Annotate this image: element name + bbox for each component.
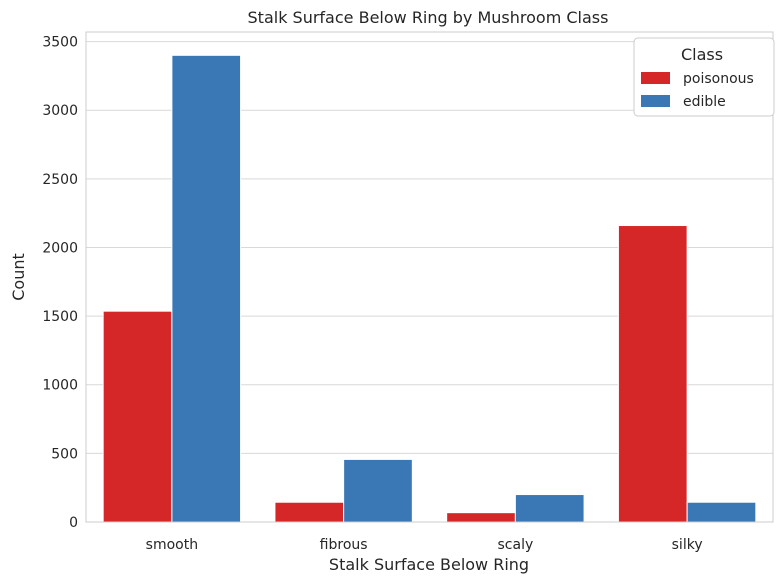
bars — [102, 54, 757, 523]
y-tick-label: 500 — [51, 446, 78, 462]
bar-poisonous-scaly — [446, 512, 516, 523]
x-tick-label-fibrous: fibrous — [320, 537, 368, 553]
y-tick-label: 3000 — [42, 103, 78, 119]
bar-poisonous-silky — [617, 225, 688, 523]
x-tick-label-smooth: smooth — [146, 537, 198, 553]
bar-poisonous-fibrous — [274, 501, 345, 523]
legend-label-edible: edible — [683, 94, 726, 110]
legend-label-poisonous: poisonous — [683, 71, 754, 87]
y-tick-label: 2000 — [42, 240, 78, 256]
x-tick-labels: smooth fibrous scaly silky — [146, 537, 703, 553]
y-axis-title: Count — [9, 253, 28, 301]
x-axis-title: Stalk Surface Below Ring — [329, 555, 529, 574]
bar-edible-smooth — [171, 54, 242, 523]
chart-title: Stalk Surface Below Ring by Mushroom Cla… — [248, 8, 609, 27]
bar-edible-silky — [686, 501, 757, 523]
y-tick-label: 1500 — [42, 309, 78, 325]
x-tick-label-scaly: scaly — [498, 537, 534, 553]
y-tick-labels: 0 500 1000 1500 2000 2500 3000 3500 — [42, 35, 78, 531]
legend-title: Class — [681, 45, 723, 64]
bar-edible-fibrous — [343, 458, 413, 523]
x-tick-label-silky: silky — [672, 537, 703, 553]
y-tick-label: 0 — [69, 515, 78, 531]
y-tick-label: 3500 — [42, 35, 78, 51]
bar-edible-scaly — [514, 494, 585, 523]
y-tick-label: 2500 — [42, 172, 78, 188]
legend-swatch-poisonous — [641, 72, 670, 84]
y-tick-label: 1000 — [42, 378, 78, 394]
plot-frame — [85, 31, 774, 523]
legend-swatch-edible — [641, 95, 670, 107]
legend: Class poisonous edible — [633, 37, 775, 117]
bar-poisonous-smooth — [102, 310, 173, 523]
